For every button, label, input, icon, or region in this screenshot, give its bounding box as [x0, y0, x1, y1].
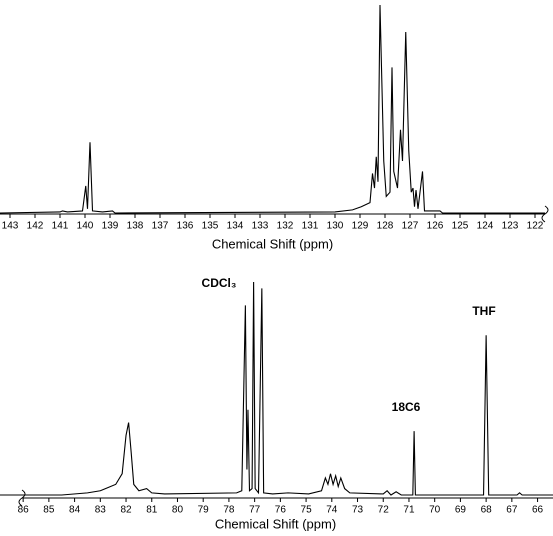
x-tick-label: 68: [481, 505, 493, 516]
x-tick-label: 78: [223, 505, 235, 516]
x-tick-label: 74: [326, 505, 338, 516]
x-tick-label: 70: [429, 505, 441, 516]
x-tick-label: 75: [301, 505, 313, 516]
x-tick-label: 72: [378, 505, 390, 516]
x-axis-label: Chemical Shift (ppm): [212, 236, 333, 251]
x-tick-label: 137: [152, 221, 169, 232]
x-tick-label: 66: [532, 505, 544, 516]
x-tick-label: 77: [249, 505, 261, 516]
x-tick-label: 83: [95, 505, 107, 516]
x-tick-label: 135: [202, 221, 219, 232]
annotation: 18C6: [392, 400, 421, 414]
x-tick-label: 71: [403, 505, 415, 516]
x-tick-label: 133: [252, 221, 269, 232]
x-tick-label: 127: [402, 221, 419, 232]
x-tick-label: 138: [127, 221, 144, 232]
x-tick-label: 82: [120, 505, 132, 516]
x-tick-label: 134: [227, 221, 244, 232]
x-tick-label: 73: [352, 505, 364, 516]
x-tick-label: 86: [18, 505, 30, 516]
x-tick-label: 131: [302, 221, 319, 232]
x-tick-label: 124: [477, 221, 494, 232]
x-tick-label: 130: [327, 221, 344, 232]
x-tick-label: 132: [277, 221, 294, 232]
x-tick-label: 76: [275, 505, 287, 516]
x-tick-label: 141: [52, 221, 69, 232]
x-tick-label: 140: [77, 221, 94, 232]
x-tick-label: 79: [198, 505, 210, 516]
annotation: CDCl₃: [202, 276, 237, 290]
x-tick-label: 129: [352, 221, 369, 232]
x-tick-label: 143: [2, 221, 19, 232]
spectrum-line: [0, 4, 545, 214]
x-tick-label: 128: [377, 221, 394, 232]
x-tick-label: 126: [427, 221, 444, 232]
x-tick-label: 123: [502, 221, 519, 232]
spectrum-line: [0, 281, 553, 496]
x-tick-label: 85: [43, 505, 55, 516]
x-tick-label: 125: [452, 221, 469, 232]
x-tick-label: 139: [102, 221, 119, 232]
x-tick-label: 122: [527, 221, 544, 232]
x-tick-label: 84: [69, 505, 81, 516]
x-tick-label: 81: [146, 505, 158, 516]
x-tick-label: 67: [506, 505, 518, 516]
x-axis-label: Chemical Shift (ppm): [215, 516, 336, 531]
x-tick-label: 80: [172, 505, 184, 516]
x-tick-label: 142: [27, 221, 44, 232]
x-tick-label: 136: [177, 221, 194, 232]
annotation: THF: [472, 304, 495, 318]
x-tick-label: 69: [455, 505, 467, 516]
